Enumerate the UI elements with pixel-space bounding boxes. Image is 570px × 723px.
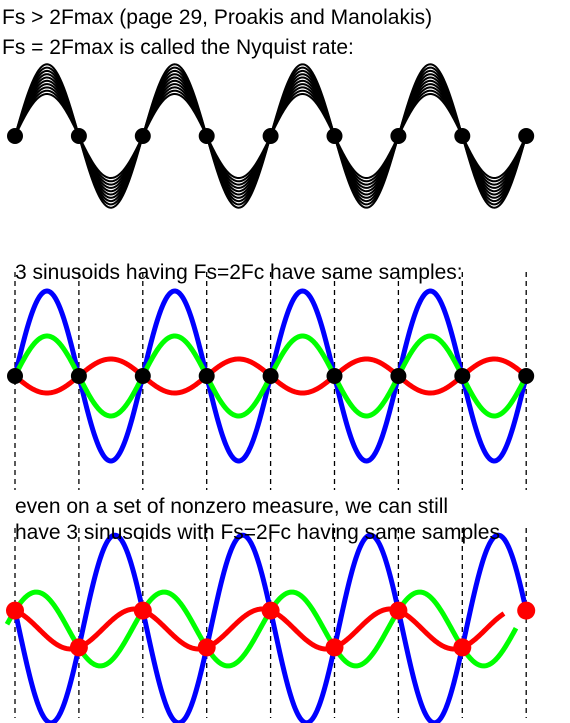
- sample-point-5: [262, 368, 279, 384]
- sample-point-9: [518, 128, 535, 144]
- green-sinusoid: [4, 589, 519, 669]
- sample-point-7: [390, 368, 407, 384]
- nonzero-measure-caption-1: even on a set of nonzero measure, we can…: [15, 495, 448, 518]
- sample-point-1: [7, 128, 23, 144]
- title-line-2: Fs = 2Fmax is called the Nyquist rate:: [2, 36, 354, 59]
- sample-point-1: [7, 368, 23, 384]
- sample-point-4: [197, 638, 216, 657]
- sample-point-6: [326, 128, 343, 144]
- sample-point-7: [389, 601, 408, 620]
- title-line-1: Fs > 2Fmax (page 29, Proakis and Manolak…: [2, 6, 432, 29]
- sample-point-4: [198, 368, 215, 384]
- sample-point-5: [262, 128, 279, 144]
- sample-point-6: [326, 368, 343, 384]
- sample-point-3: [133, 601, 152, 620]
- nonzero-measure-panel: [4, 528, 536, 723]
- same-samples-panel: [7, 272, 535, 490]
- sample-point-4: [198, 128, 215, 144]
- sample-point-8: [454, 128, 471, 144]
- sample-point-2: [70, 368, 87, 384]
- sample-point-8: [454, 368, 471, 384]
- nyquist-family-panel: [7, 63, 535, 209]
- sample-point-8: [453, 638, 472, 657]
- red-sinusoid: [13, 606, 506, 652]
- sample-point-5: [261, 601, 280, 620]
- sample-point-3: [134, 128, 151, 144]
- sample-point-9: [517, 601, 536, 620]
- same-samples-caption: 3 sinusoids having Fs=2Fc have same samp…: [15, 261, 463, 284]
- sample-point-7: [390, 128, 407, 144]
- sample-point-2: [70, 128, 87, 144]
- sample-point-9: [518, 368, 535, 384]
- sample-point-6: [325, 638, 344, 657]
- sample-point-2: [69, 638, 88, 657]
- nonzero-measure-caption-2: have 3 sinusoids with Fs=2Fc having same…: [15, 521, 500, 544]
- sample-point-1: [6, 601, 24, 620]
- sample-point-3: [134, 368, 151, 384]
